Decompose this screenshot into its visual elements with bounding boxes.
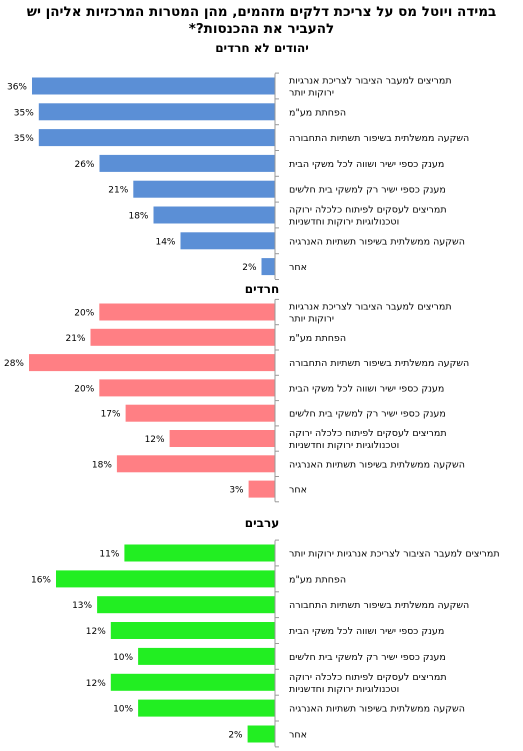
category-label: תמריצים למעבר הציבור לצריכת אנרגיות — [289, 76, 452, 87]
bar — [169, 430, 275, 447]
bar — [180, 232, 275, 250]
category-label: השקעה ממשלתית בשיפור תשתיות התחבורה — [289, 358, 469, 369]
category-label: מענק כספי ישיר ושווה לכל משקי הבית — [289, 159, 444, 170]
category-label: וטכנולוגיות ירוקות וחדשניות — [289, 684, 399, 695]
data-label: 16% — [31, 575, 51, 585]
category-label: מענק כספי ישיר ושווה לכל משקי הבית — [289, 626, 444, 637]
bar — [110, 622, 276, 639]
category-label: מענק כספי ישיר רק למשקי בית חלשים — [289, 185, 446, 196]
category-label: השקעה ממשלתית בשיפור תשתיות התחבורה — [289, 133, 469, 144]
category-label: אחר — [289, 262, 307, 273]
data-label: 35% — [14, 108, 34, 118]
data-label: 17% — [101, 410, 121, 420]
data-label: 18% — [128, 212, 148, 222]
category-label: השקעה ממשלתית בשיפור תשתיות האנרגיה — [289, 459, 465, 470]
data-label: 12% — [86, 679, 106, 689]
data-label: 12% — [86, 627, 106, 637]
category-label: תמריצים לעסקים לפיתוח כלכלה ירוקה — [289, 672, 447, 683]
bar — [124, 544, 276, 562]
category-label: תמריצים למעבר הציבור לצריכת אנרגיות — [289, 302, 452, 313]
data-label: 21% — [108, 186, 128, 196]
bar — [38, 129, 276, 147]
data-label: 36% — [7, 83, 27, 93]
panel-title: ערבים — [245, 516, 279, 530]
bar — [90, 328, 275, 346]
bar — [97, 596, 275, 614]
data-label: 20% — [74, 384, 94, 394]
data-label: 26% — [74, 160, 94, 170]
category-label: תמריצים לעסקים לפיתוח כלכלה ירוקה — [289, 205, 447, 216]
data-label: 11% — [99, 550, 119, 560]
panel-title: חרדים — [245, 282, 279, 296]
data-label: 18% — [92, 460, 112, 470]
category-label: אחר — [289, 485, 307, 496]
data-label: 35% — [14, 134, 34, 144]
data-label: 3% — [229, 486, 244, 496]
category-label: הפחתת מע"מ — [289, 574, 346, 585]
data-label: 21% — [65, 334, 85, 344]
category-label: אחר — [289, 730, 307, 741]
data-label: 12% — [145, 435, 165, 445]
data-label: 13% — [72, 601, 92, 611]
bar — [38, 103, 276, 121]
data-label: 20% — [74, 309, 94, 319]
bar — [138, 699, 275, 717]
chart-panel-1: יהודים לא חרדים 36% תמריצים למעבר הציבור ל… — [7, 41, 469, 280]
category-label: תמריצים למעבר הציבור לצריכת אנרגיות ירוק… — [289, 549, 500, 560]
data-label: 28% — [4, 359, 24, 369]
page-title: במידה ויוטל מס על צריכת דלקים מזהמים, מה… — [26, 4, 497, 37]
bar — [56, 570, 275, 588]
category-label: מענק כספי ישיר רק למשקי בית חלשים — [289, 409, 446, 420]
data-label: 2% — [242, 263, 257, 273]
bar — [248, 480, 275, 498]
bar — [261, 258, 275, 276]
bar — [153, 206, 275, 224]
bar — [110, 673, 276, 691]
chart-panel-2: חרדים 20% תמריצים למעבר הציבור לצריכת אנרג… — [4, 282, 469, 503]
category-label: מענק כספי ישיר רק למשקי בית חלשים — [289, 652, 446, 663]
data-label: 10% — [113, 705, 133, 715]
panel-title: יהודים לא חרדים — [215, 41, 309, 55]
data-label: 14% — [155, 237, 175, 247]
bar — [99, 303, 275, 321]
category-label: ירוקות יותר — [289, 314, 334, 325]
chart-panel-3: ערבים 11% תמריצים למעבר הציבור לצריכת אנרג… — [31, 516, 500, 748]
bar — [116, 455, 276, 473]
category-label: השקעה ממשלתית בשיפור תשתיות האנרגיה — [289, 704, 465, 715]
category-label: וטכנולוגיות ירוקות וחדשניות — [289, 440, 399, 451]
category-label: ירוקות יותר — [289, 88, 334, 99]
bar — [133, 180, 276, 198]
bar — [125, 404, 275, 422]
category-label: הפחתת מע"מ — [289, 107, 346, 118]
data-label: 10% — [113, 653, 133, 663]
bar — [99, 154, 275, 172]
category-label: הפחתת מע"מ — [289, 333, 346, 344]
category-label: תמריצים לעסקים לפיתוח כלכלה ירוקה — [289, 428, 447, 439]
bar — [32, 77, 275, 95]
category-label: מענק כספי ישיר ושווה לכל משקי הבית — [289, 383, 444, 394]
bar — [99, 379, 275, 397]
bar — [29, 354, 275, 372]
data-label: 2% — [228, 731, 243, 741]
bar — [138, 647, 275, 665]
category-label: השקעה ממשלתית בשיפור תשתיות האנרגיה — [289, 236, 465, 247]
bar — [247, 725, 275, 743]
category-label: וטכנולוגיות ירוקות וחדשניות — [289, 217, 399, 228]
category-label: השקעה ממשלתית בשיפור תשתיות התחבורה — [289, 600, 469, 611]
